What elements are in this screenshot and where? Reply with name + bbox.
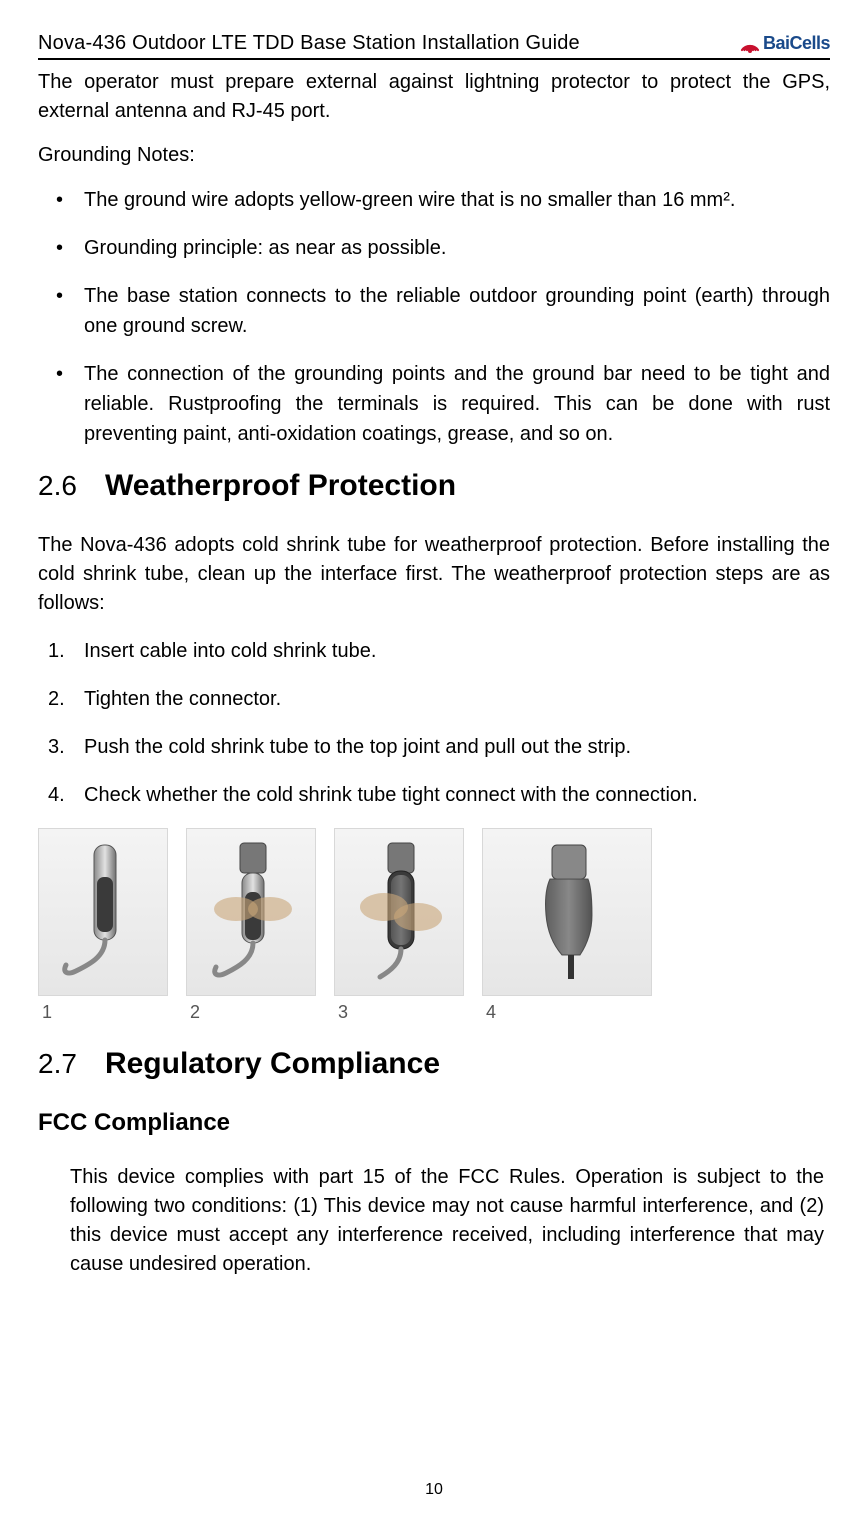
figure-image	[482, 828, 652, 996]
brand-logo: BaiCells	[735, 30, 830, 56]
figure-label: 4	[486, 1002, 496, 1023]
subsection-fcc: FCC Compliance	[38, 1109, 830, 1137]
fcc-block: This device complies with part 15 of the…	[38, 1163, 830, 1279]
list-item: Push the cold shrink tube to the top joi…	[66, 732, 830, 762]
section-26-intro: The Nova-436 adopts cold shrink tube for…	[38, 531, 830, 618]
figure-3: 3	[334, 828, 464, 1023]
section-heading-2-7: 2.7 Regulatory Compliance	[38, 1047, 830, 1081]
page-number: 10	[0, 1481, 868, 1499]
figure-label: 2	[190, 1002, 200, 1023]
grounding-notes-list: The ground wire adopts yellow-green wire…	[38, 185, 830, 449]
fcc-paragraph: This device complies with part 15 of the…	[70, 1163, 824, 1279]
section-heading-2-6: 2.6 Weatherproof Protection	[38, 469, 830, 503]
figure-2: 2	[186, 828, 316, 1023]
logo-text-a: Bai	[763, 33, 790, 53]
figure-1: 1	[38, 828, 168, 1023]
list-item: Tighten the connector.	[66, 684, 830, 714]
header-title: Nova-436 Outdoor LTE TDD Base Station In…	[38, 32, 580, 55]
figure-image	[38, 828, 168, 996]
grounding-notes-label: Grounding Notes:	[38, 144, 830, 167]
logo-text-b: Cells	[789, 33, 830, 53]
logo-text: BaiCells	[763, 33, 830, 54]
intro-paragraph: The operator must prepare external again…	[38, 68, 830, 126]
figure-label: 1	[42, 1002, 52, 1023]
weatherproof-steps: Insert cable into cold shrink tube. Tigh…	[38, 636, 830, 810]
list-item: Grounding principle: as near as possible…	[66, 233, 830, 263]
list-item: The base station connects to the reliabl…	[66, 281, 830, 341]
figure-row: 1 2	[38, 828, 830, 1023]
section-number: 2.7	[38, 1048, 77, 1079]
list-item: Insert cable into cold shrink tube.	[66, 636, 830, 666]
section-title: Weatherproof Protection	[105, 469, 456, 502]
list-item: Check whether the cold shrink tube tight…	[66, 780, 830, 810]
list-item: The connection of the grounding points a…	[66, 359, 830, 449]
page-header: Nova-436 Outdoor LTE TDD Base Station In…	[38, 30, 830, 60]
list-item: The ground wire adopts yellow-green wire…	[66, 185, 830, 215]
antenna-icon	[735, 30, 761, 56]
figure-image	[186, 828, 316, 996]
figure-4: 4	[482, 828, 652, 1023]
figure-label: 3	[338, 1002, 348, 1023]
section-title: Regulatory Compliance	[105, 1047, 440, 1080]
figure-image	[334, 828, 464, 996]
section-number: 2.6	[38, 470, 77, 501]
